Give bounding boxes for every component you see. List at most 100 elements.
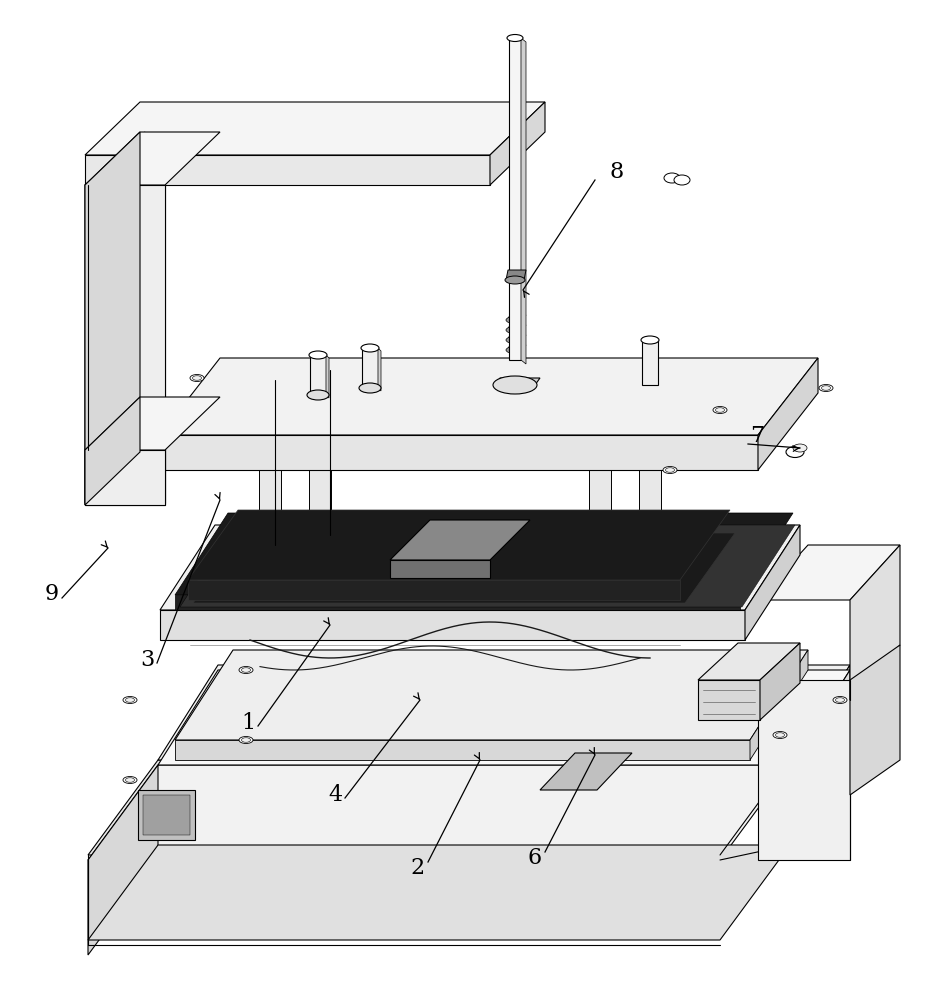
Polygon shape [506, 270, 526, 280]
Polygon shape [507, 325, 526, 330]
Polygon shape [521, 38, 526, 364]
Ellipse shape [819, 385, 833, 391]
Polygon shape [175, 595, 740, 610]
Text: 1: 1 [241, 712, 255, 734]
Text: 2: 2 [411, 857, 425, 879]
Polygon shape [160, 358, 818, 435]
Ellipse shape [506, 316, 524, 323]
Polygon shape [158, 670, 850, 765]
Polygon shape [85, 450, 165, 505]
Polygon shape [758, 358, 818, 470]
Ellipse shape [241, 737, 250, 742]
Polygon shape [790, 665, 850, 855]
Polygon shape [85, 155, 490, 185]
Ellipse shape [505, 276, 525, 284]
Polygon shape [88, 765, 158, 955]
Ellipse shape [361, 344, 379, 352]
Polygon shape [188, 580, 680, 600]
Ellipse shape [123, 697, 137, 704]
Ellipse shape [193, 376, 201, 381]
Ellipse shape [126, 698, 134, 703]
Polygon shape [193, 533, 735, 603]
Polygon shape [160, 610, 745, 640]
Polygon shape [698, 680, 760, 720]
Polygon shape [188, 510, 730, 580]
Text: 8: 8 [610, 161, 624, 183]
Polygon shape [495, 378, 540, 385]
Polygon shape [88, 845, 790, 940]
Ellipse shape [239, 667, 253, 674]
Polygon shape [88, 760, 790, 855]
Text: 6: 6 [528, 847, 542, 869]
Polygon shape [175, 513, 793, 595]
Ellipse shape [663, 467, 677, 474]
Ellipse shape [309, 351, 327, 359]
Ellipse shape [506, 347, 524, 354]
Polygon shape [507, 345, 526, 350]
Ellipse shape [716, 407, 724, 412]
Polygon shape [390, 560, 490, 578]
Text: 4: 4 [328, 784, 342, 806]
Polygon shape [85, 397, 220, 450]
Polygon shape [362, 348, 378, 388]
Ellipse shape [713, 406, 727, 413]
Polygon shape [180, 525, 795, 607]
Ellipse shape [241, 668, 250, 672]
Polygon shape [310, 355, 326, 395]
Polygon shape [758, 545, 900, 600]
Polygon shape [390, 520, 530, 560]
Ellipse shape [493, 376, 537, 394]
Polygon shape [509, 38, 521, 360]
Polygon shape [158, 665, 850, 760]
Ellipse shape [664, 173, 680, 183]
Polygon shape [589, 408, 619, 420]
Polygon shape [589, 420, 611, 605]
Polygon shape [85, 132, 140, 505]
Polygon shape [85, 185, 165, 505]
Polygon shape [85, 397, 140, 505]
Polygon shape [143, 795, 190, 835]
Polygon shape [540, 753, 632, 790]
Polygon shape [507, 335, 526, 340]
Ellipse shape [773, 731, 787, 738]
Ellipse shape [786, 447, 804, 458]
Polygon shape [85, 132, 220, 185]
Polygon shape [160, 435, 758, 470]
Ellipse shape [126, 778, 134, 782]
Polygon shape [850, 545, 900, 700]
Ellipse shape [835, 698, 844, 703]
Polygon shape [175, 650, 808, 740]
Ellipse shape [833, 697, 847, 704]
Polygon shape [507, 315, 526, 320]
Ellipse shape [641, 336, 659, 344]
Text: 3: 3 [140, 649, 155, 671]
Polygon shape [88, 765, 790, 860]
Ellipse shape [190, 375, 204, 382]
Polygon shape [85, 185, 165, 503]
Polygon shape [750, 650, 808, 760]
Ellipse shape [776, 732, 785, 737]
Polygon shape [639, 415, 661, 600]
Polygon shape [160, 525, 800, 610]
Polygon shape [85, 132, 145, 503]
Polygon shape [85, 102, 545, 155]
Polygon shape [745, 525, 800, 640]
Polygon shape [175, 740, 750, 760]
Ellipse shape [716, 686, 724, 691]
Polygon shape [138, 790, 195, 840]
Polygon shape [326, 355, 329, 398]
Ellipse shape [793, 444, 807, 452]
Polygon shape [850, 645, 900, 795]
Ellipse shape [773, 644, 787, 651]
Polygon shape [259, 435, 281, 620]
Ellipse shape [307, 390, 329, 400]
Polygon shape [309, 418, 339, 430]
Polygon shape [639, 403, 669, 415]
Ellipse shape [506, 326, 524, 334]
Polygon shape [259, 423, 289, 435]
Polygon shape [758, 680, 850, 860]
Ellipse shape [239, 736, 253, 743]
Polygon shape [490, 102, 545, 185]
Ellipse shape [666, 468, 674, 473]
Polygon shape [790, 670, 850, 860]
